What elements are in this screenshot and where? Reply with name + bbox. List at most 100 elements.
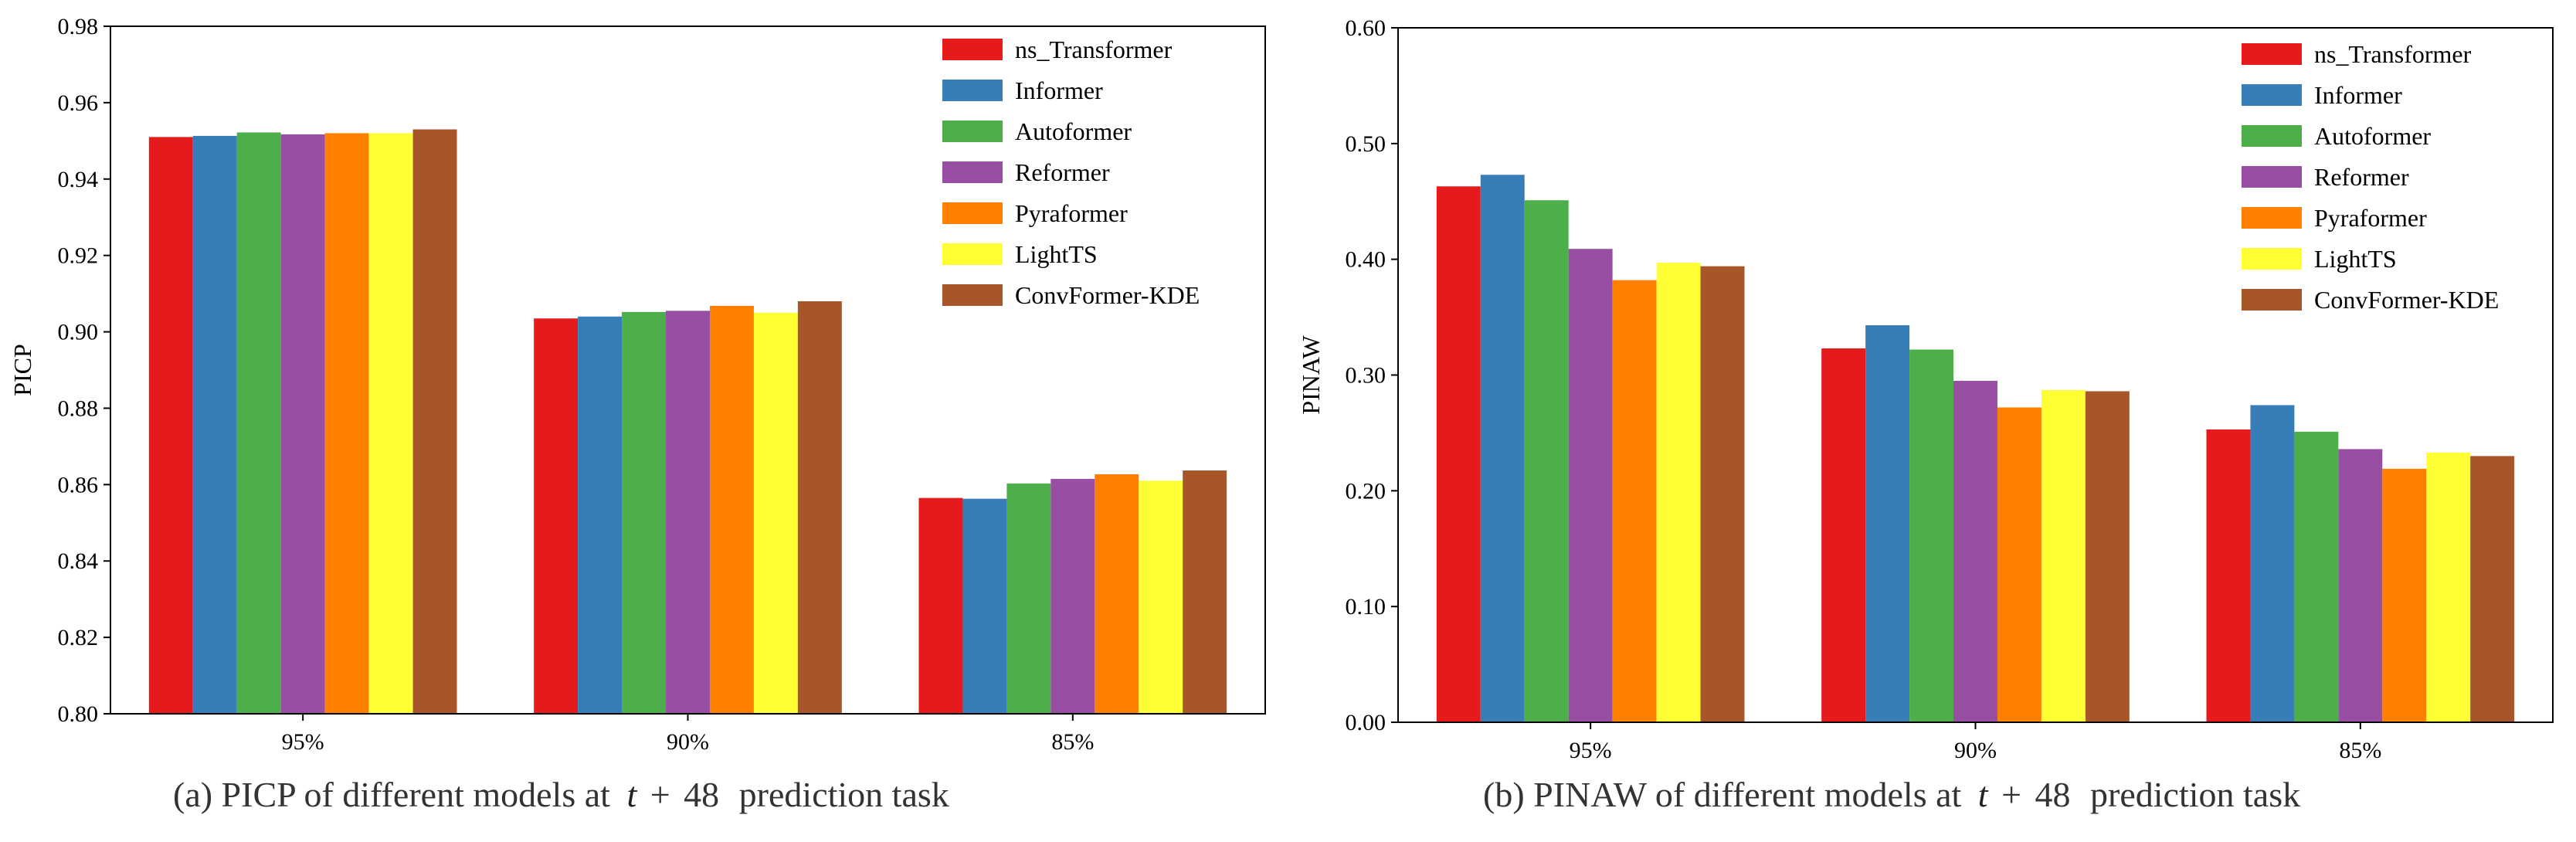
legend-label: LightTS: [1015, 240, 1098, 268]
panel-picp: 0.80 0.82 0.84 0.86 0.88 0.90 0.92 0.94 0.96 0.98…: [8, 14, 1266, 815]
legend-label: LightTS: [2314, 245, 2397, 273]
legend-swatch: [942, 121, 1003, 142]
bar-reformer-0: [1568, 249, 1613, 722]
legend-swatch: [2242, 207, 2302, 229]
caption-suffix: prediction task: [738, 775, 949, 814]
y-tick-label: 0.00: [1346, 710, 1386, 735]
bar-lightts-1: [2041, 389, 2086, 722]
bar-pyraformer-0: [1612, 280, 1657, 722]
y-tick-label: 0.98: [58, 14, 99, 39]
bar-informer-1: [578, 316, 623, 714]
bar-lightts-2: [2426, 452, 2471, 722]
caption-picp: (a) PICP of different models at t + 48 p…: [173, 774, 949, 815]
bar-convformer-kde-2: [1183, 470, 1227, 714]
caption-prefix: (b) PINAW of different models at: [1483, 775, 1962, 814]
bar-informer-1: [1865, 325, 1910, 722]
bar-convformer-kde-0: [1700, 266, 1745, 722]
legend-label: ConvFormer-KDE: [1015, 281, 1200, 309]
bar-convformer-kde-0: [412, 129, 457, 714]
caption-op: +: [2001, 775, 2022, 814]
bar-reformer-2: [2338, 449, 2383, 722]
y-tick-label: 0.80: [58, 701, 99, 727]
y-tick-label: 0.96: [58, 90, 99, 116]
y-tick-label: 0.82: [58, 625, 99, 650]
legend-swatch: [942, 284, 1003, 306]
bar-ns-transformer-1: [1821, 348, 1866, 722]
bar-informer-0: [192, 135, 237, 714]
y-tick-label: 0.90: [58, 320, 99, 345]
legend-swatch: [2242, 289, 2302, 311]
legend-label: Autoformer: [1015, 117, 1132, 145]
y-tick-label: 0.92: [58, 243, 99, 269]
legend-swatch: [942, 80, 1003, 101]
legend-swatch: [942, 161, 1003, 183]
y-tick-label: 0.60: [1346, 15, 1386, 41]
pinaw-bar-chart: 0.00 0.10 0.20 0.30 0.40 0.50 0.60 95% 90% 85% PIN…: [1297, 15, 2554, 763]
caption-var: t: [1977, 775, 1988, 814]
x-tick-label: 95%: [282, 729, 324, 755]
caption-op: +: [650, 775, 670, 814]
legend-label: Autoformer: [2314, 122, 2431, 150]
x-tick-label: 95%: [1570, 738, 1612, 763]
bar-informer-0: [1480, 175, 1525, 723]
legend-swatch: [2242, 43, 2302, 65]
bar-lightts-0: [368, 133, 413, 714]
bar-convformer-kde-1: [797, 301, 842, 714]
bar-pyraformer-0: [324, 133, 369, 714]
legend-label: Reformer: [1015, 158, 1110, 186]
legend-swatch: [2242, 248, 2302, 270]
bar-ns-transformer-0: [1436, 186, 1481, 722]
caption-var: t: [626, 775, 637, 814]
legend-label: Pyraformer: [1015, 199, 1128, 227]
bar-convformer-kde-1: [2085, 391, 2130, 722]
legend-swatch: [2242, 84, 2302, 106]
bar-ns-transformer-0: [148, 137, 193, 714]
caption-prefix: (a) PICP of different models at: [173, 775, 610, 814]
caption-pinaw: (b) PINAW of different models at t + 48 …: [1483, 774, 2300, 815]
y-axis-label: PICP: [8, 344, 36, 396]
y-tick-label: 0.88: [58, 396, 99, 421]
bar-autoformer-0: [236, 132, 281, 714]
y-tick-label: 0.86: [58, 472, 99, 497]
legend-label: Informer: [2314, 81, 2402, 109]
legend-label: ns_Transformer: [1015, 36, 1173, 63]
bar-autoformer-2: [1006, 483, 1051, 714]
y-tick-label: 0.20: [1346, 478, 1386, 504]
bar-pyraformer-2: [2382, 468, 2427, 722]
bar-lightts-1: [753, 312, 798, 715]
caption-suffix: prediction task: [2090, 775, 2301, 814]
x-tick-label: 85%: [2339, 738, 2381, 763]
bar-pyraformer-2: [1095, 474, 1139, 714]
legend-swatch: [942, 202, 1003, 224]
bar-reformer-0: [280, 134, 325, 714]
bar-lightts-0: [1656, 263, 1701, 722]
bar-ns-transformer-1: [534, 318, 579, 714]
legend-swatch: [942, 39, 1003, 60]
caption-num: 48: [2035, 775, 2071, 814]
panel-pinaw: 0.00 0.10 0.20 0.30 0.40 0.50 0.60 95% 90% 85% PIN…: [1288, 0, 2576, 842]
legend-label: Pyraformer: [2314, 204, 2427, 232]
legend-swatch: [2242, 166, 2302, 188]
bar-reformer-1: [1953, 380, 1997, 722]
caption-num: 48: [684, 775, 720, 814]
legend-label: ns_Transformer: [2314, 40, 2472, 68]
y-axis-label: PINAW: [1297, 335, 1325, 415]
legend-label: Informer: [1015, 76, 1103, 104]
y-tick-label: 0.50: [1346, 131, 1386, 157]
bar-lightts-2: [1139, 480, 1183, 714]
y-tick-label: 0.94: [58, 167, 99, 192]
bar-informer-2: [962, 498, 1007, 714]
bar-autoformer-2: [2294, 431, 2339, 722]
legend-label: ConvFormer-KDE: [2314, 286, 2499, 314]
legend-label: Reformer: [2314, 163, 2409, 191]
bar-convformer-kde-2: [2470, 456, 2515, 722]
y-tick-label: 0.40: [1346, 247, 1386, 273]
x-tick-label: 90%: [667, 729, 709, 755]
bar-pyraformer-1: [1997, 407, 2041, 722]
bar-ns-transformer-2: [918, 497, 963, 714]
legend-swatch: [2242, 125, 2302, 147]
bar-ns-transformer-2: [2206, 429, 2251, 722]
bar-autoformer-0: [1524, 200, 1569, 722]
bar-autoformer-1: [1909, 349, 1954, 722]
